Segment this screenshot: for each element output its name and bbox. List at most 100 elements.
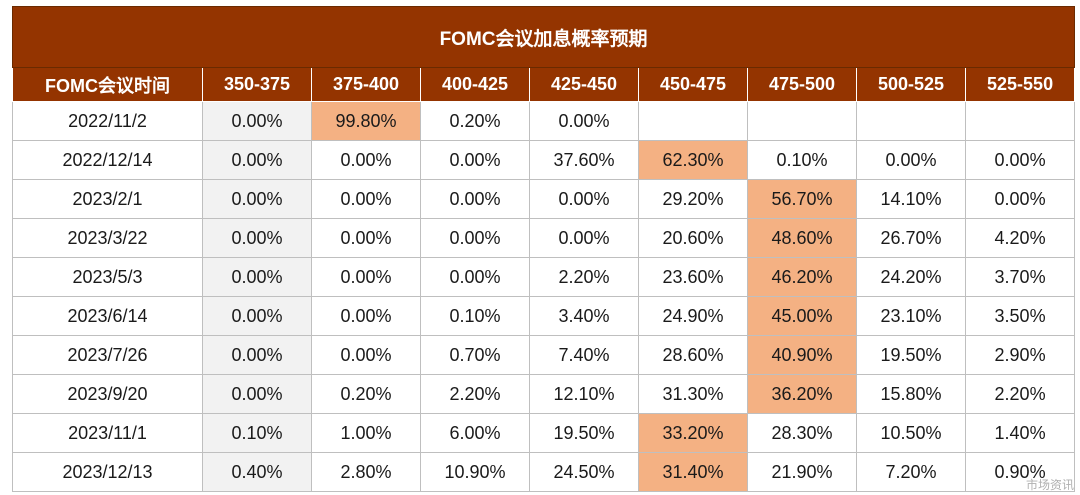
probability-cell: 23.60% [638,257,748,297]
probability-cell: 46.20% [747,257,857,297]
probability-cell: 45.00% [747,296,857,336]
probability-cell: 3.50% [964,296,1076,336]
table-row: 2023/7/26 0.00% 0.00% 0.70% 7.40% 28.60% 40.90… [12,335,1076,375]
probability-cell: 0.20% [311,374,421,414]
column-header-range: 500-525 [856,67,966,102]
probability-cell: 0.00% [202,179,312,219]
probability-cell: 3.40% [529,296,639,336]
probability-cell: 0.00% [202,335,312,375]
date-cell: 2023/7/26 [12,335,203,375]
date-cell: 2023/3/22 [12,218,203,258]
probability-cell: 15.80% [856,374,966,414]
probability-cell: 48.60% [747,218,857,258]
probability-cell: 28.60% [638,335,748,375]
probability-cell: 1.40% [964,413,1076,453]
column-header-range: 525-550 [964,67,1076,102]
date-cell: 2023/6/14 [12,296,203,336]
table-row: 2023/5/3 0.00% 0.00% 0.00% 2.20% 23.60% 46.20%… [12,257,1076,297]
probability-cell: 0.00% [311,218,421,258]
probability-cell: 36.20% [747,374,857,414]
column-header-range: 425-450 [529,67,639,102]
probability-cell: 0.10% [747,140,857,180]
probability-cell: 0.00% [420,257,530,297]
probability-cell: 0.00% [202,374,312,414]
table-row: 2023/11/1 0.10% 1.00% 6.00% 19.50% 33.20% 28.3… [12,413,1076,453]
probability-cell: 37.60% [529,140,639,180]
table-row: 2023/12/13 0.40% 2.80% 10.90% 24.50% 31.40% 21… [12,452,1076,492]
probability-cell: 0.10% [420,296,530,336]
probability-cell: 2.20% [529,257,639,297]
date-cell: 2023/5/3 [12,257,203,297]
probability-cell: 0.00% [311,257,421,297]
probability-cell: 10.90% [420,452,530,492]
probability-cell: 23.10% [856,296,966,336]
probability-cell: 21.90% [747,452,857,492]
probability-cell: 10.50% [856,413,966,453]
probability-cell: 0.10% [202,413,312,453]
probability-cell: 0.00% [311,140,421,180]
probability-cell: 2.20% [420,374,530,414]
table-row: 2023/2/1 0.00% 0.00% 0.00% 0.00% 29.20% 56.70%… [12,179,1076,219]
probability-cell [856,101,966,141]
probability-cell: 0.00% [311,296,421,336]
probability-cell: 0.00% [964,179,1076,219]
table-title: FOMC会议加息概率预期 [11,6,1076,68]
table-body: 2022/11/2 0.00% 99.80% 0.20% 0.00% 2022/12/14… [12,101,1076,492]
probability-table: FOMC会议加息概率预期 FOMC会议时间 350-375 375-400 400-4… [11,6,1076,492]
table-row: 2023/6/14 0.00% 0.00% 0.10% 3.40% 24.90% 45.00… [12,296,1076,336]
column-header-range: 350-375 [202,67,312,102]
probability-cell: 0.00% [529,179,639,219]
probability-cell: 28.30% [747,413,857,453]
probability-cell [638,101,748,141]
probability-cell: 24.50% [529,452,639,492]
probability-cell: 99.80% [311,101,421,141]
probability-cell: 12.10% [529,374,639,414]
probability-cell: 0.00% [420,140,530,180]
probability-cell: 2.20% [964,374,1076,414]
probability-cell: 0.00% [529,101,639,141]
probability-cell: 2.80% [311,452,421,492]
date-cell: 2022/12/14 [12,140,203,180]
table-row: 2023/9/20 0.00% 0.20% 2.20% 12.10% 31.30% 36.2… [12,374,1076,414]
probability-cell: 7.40% [529,335,639,375]
probability-cell: 31.40% [638,452,748,492]
probability-cell: 26.70% [856,218,966,258]
probability-cell: 62.30% [638,140,748,180]
header-row: FOMC会议时间 350-375 375-400 400-425 425-450 450-… [12,67,1076,102]
probability-cell: 0.00% [964,140,1076,180]
probability-cell: 0.40% [202,452,312,492]
probability-cell: 2.90% [964,335,1076,375]
column-header-range: 450-475 [638,67,748,102]
probability-cell: 14.10% [856,179,966,219]
date-cell: 2023/9/20 [12,374,203,414]
probability-cell: 20.60% [638,218,748,258]
column-header-range: 400-425 [420,67,530,102]
probability-cell [964,101,1076,141]
date-cell: 2022/11/2 [12,101,203,141]
probability-cell: 0.90% [964,452,1076,492]
probability-cell: 0.20% [420,101,530,141]
probability-cell: 0.00% [856,140,966,180]
date-cell: 2023/2/1 [12,179,203,219]
column-header-range: 475-500 [747,67,857,102]
table-row: 2023/3/22 0.00% 0.00% 0.00% 0.00% 20.60% 48.60… [12,218,1076,258]
probability-cell: 1.00% [311,413,421,453]
date-cell: 2023/12/13 [12,452,203,492]
probability-cell: 0.00% [202,296,312,336]
probability-cell: 0.00% [202,140,312,180]
probability-cell: 0.00% [202,101,312,141]
probability-cell: 6.00% [420,413,530,453]
probability-cell: 40.90% [747,335,857,375]
probability-cell: 4.20% [964,218,1076,258]
probability-cell: 31.30% [638,374,748,414]
probability-cell: 0.00% [202,257,312,297]
probability-cell: 0.00% [420,218,530,258]
date-cell: 2023/11/1 [12,413,203,453]
probability-cell: 0.70% [420,335,530,375]
probability-cell: 0.00% [529,218,639,258]
probability-cell: 0.00% [311,179,421,219]
probability-cell: 0.00% [311,335,421,375]
probability-cell: 24.20% [856,257,966,297]
probability-cell: 19.50% [856,335,966,375]
probability-cell: 29.20% [638,179,748,219]
